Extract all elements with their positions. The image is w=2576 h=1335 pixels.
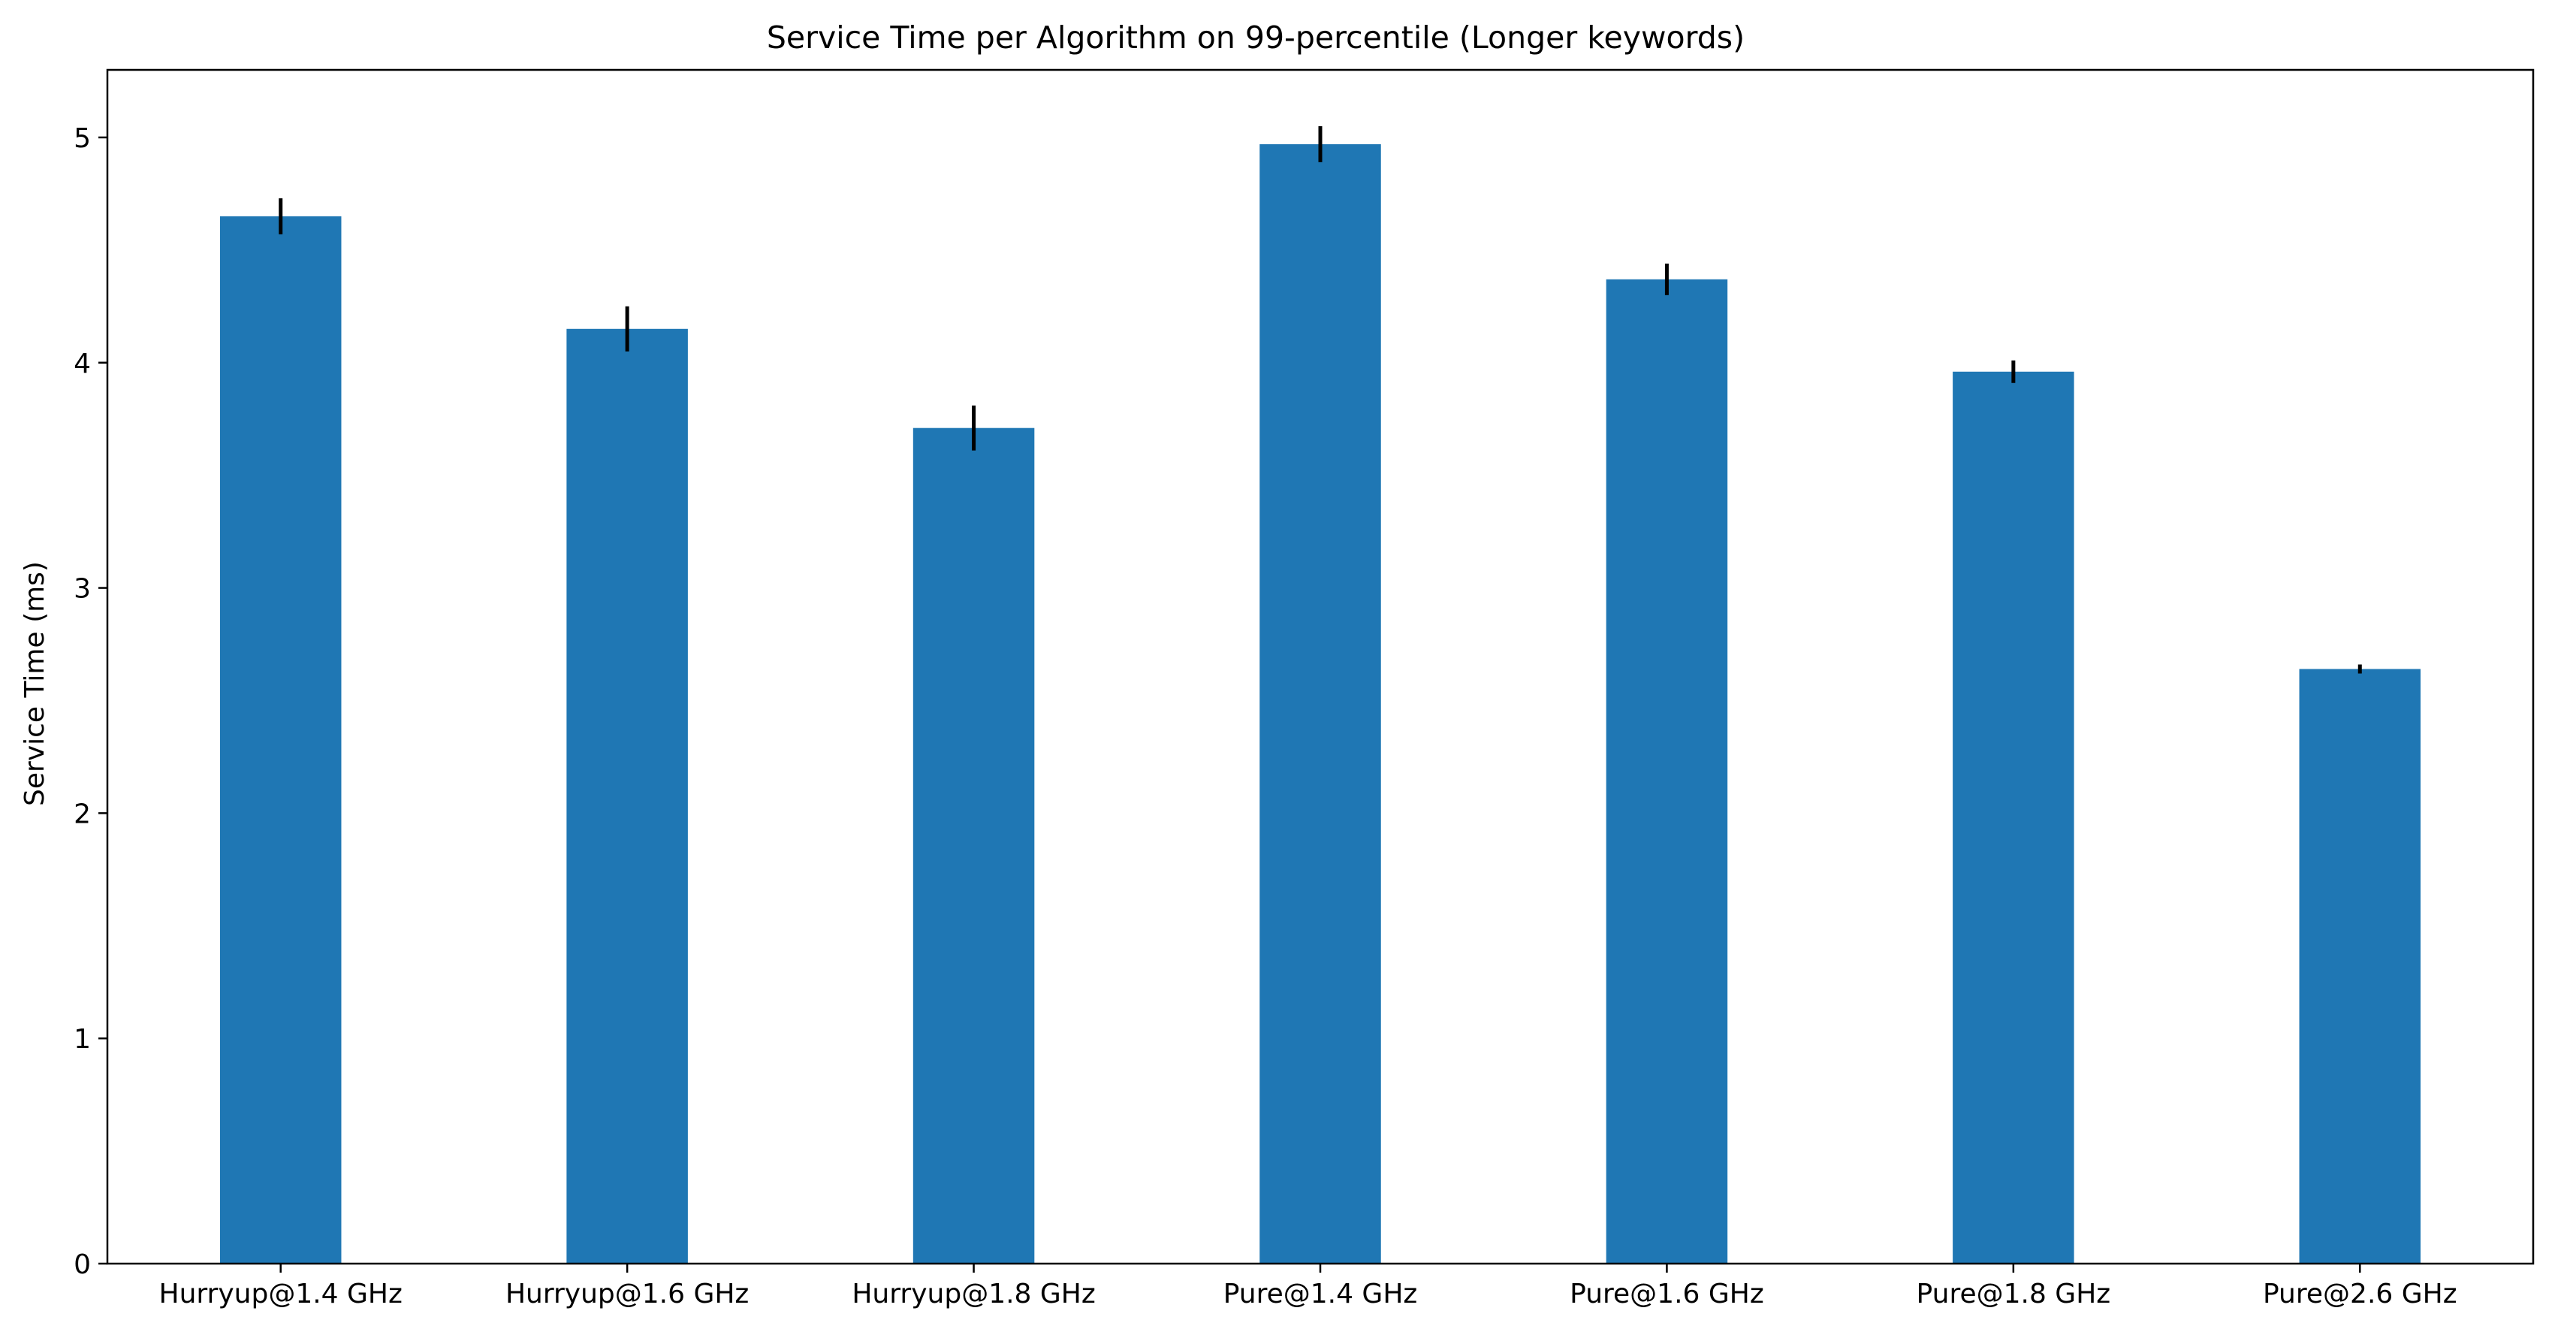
y-tick-label-5: 5 bbox=[74, 123, 91, 154]
y-axis-label: Service Time (ms) bbox=[20, 561, 50, 806]
x-tick-label-3: Pure@1.4 GHz bbox=[1223, 1279, 1418, 1309]
ticks-layer: Hurryup@1.4 GHz Hurryup@1.6 GHz Hurryup@1.… bbox=[74, 123, 2457, 1309]
x-tick-label-0: Hurryup@1.4 GHz bbox=[159, 1279, 403, 1309]
bar-3 bbox=[1259, 143, 1381, 1264]
x-tick-label-5: Pure@1.8 GHz bbox=[1917, 1279, 2111, 1309]
y-tick-label-4: 4 bbox=[74, 349, 91, 379]
y-tick-label-3: 3 bbox=[74, 574, 91, 605]
bar-6 bbox=[2299, 669, 2421, 1264]
bar-5 bbox=[1953, 371, 2074, 1264]
y-tick-label-1: 1 bbox=[74, 1024, 91, 1055]
error-bars-layer bbox=[279, 125, 2362, 674]
x-tick-label-1: Hurryup@1.6 GHz bbox=[505, 1279, 749, 1309]
bar-0 bbox=[219, 216, 342, 1264]
x-tick-label-4: Pure@1.6 GHz bbox=[1570, 1279, 1764, 1309]
chart-title: Service Time per Algorithm on 99-percent… bbox=[767, 20, 1745, 56]
y-tick-label-2: 2 bbox=[74, 799, 91, 829]
bars-layer bbox=[219, 143, 2421, 1264]
x-tick-label-2: Hurryup@1.8 GHz bbox=[852, 1279, 1095, 1309]
x-tick-label-6: Pure@2.6 GHz bbox=[2263, 1279, 2457, 1309]
y-tick-label-0: 0 bbox=[74, 1249, 91, 1280]
bar-2 bbox=[912, 427, 1035, 1264]
bar-4 bbox=[1606, 279, 1728, 1264]
bar-1 bbox=[566, 328, 688, 1264]
